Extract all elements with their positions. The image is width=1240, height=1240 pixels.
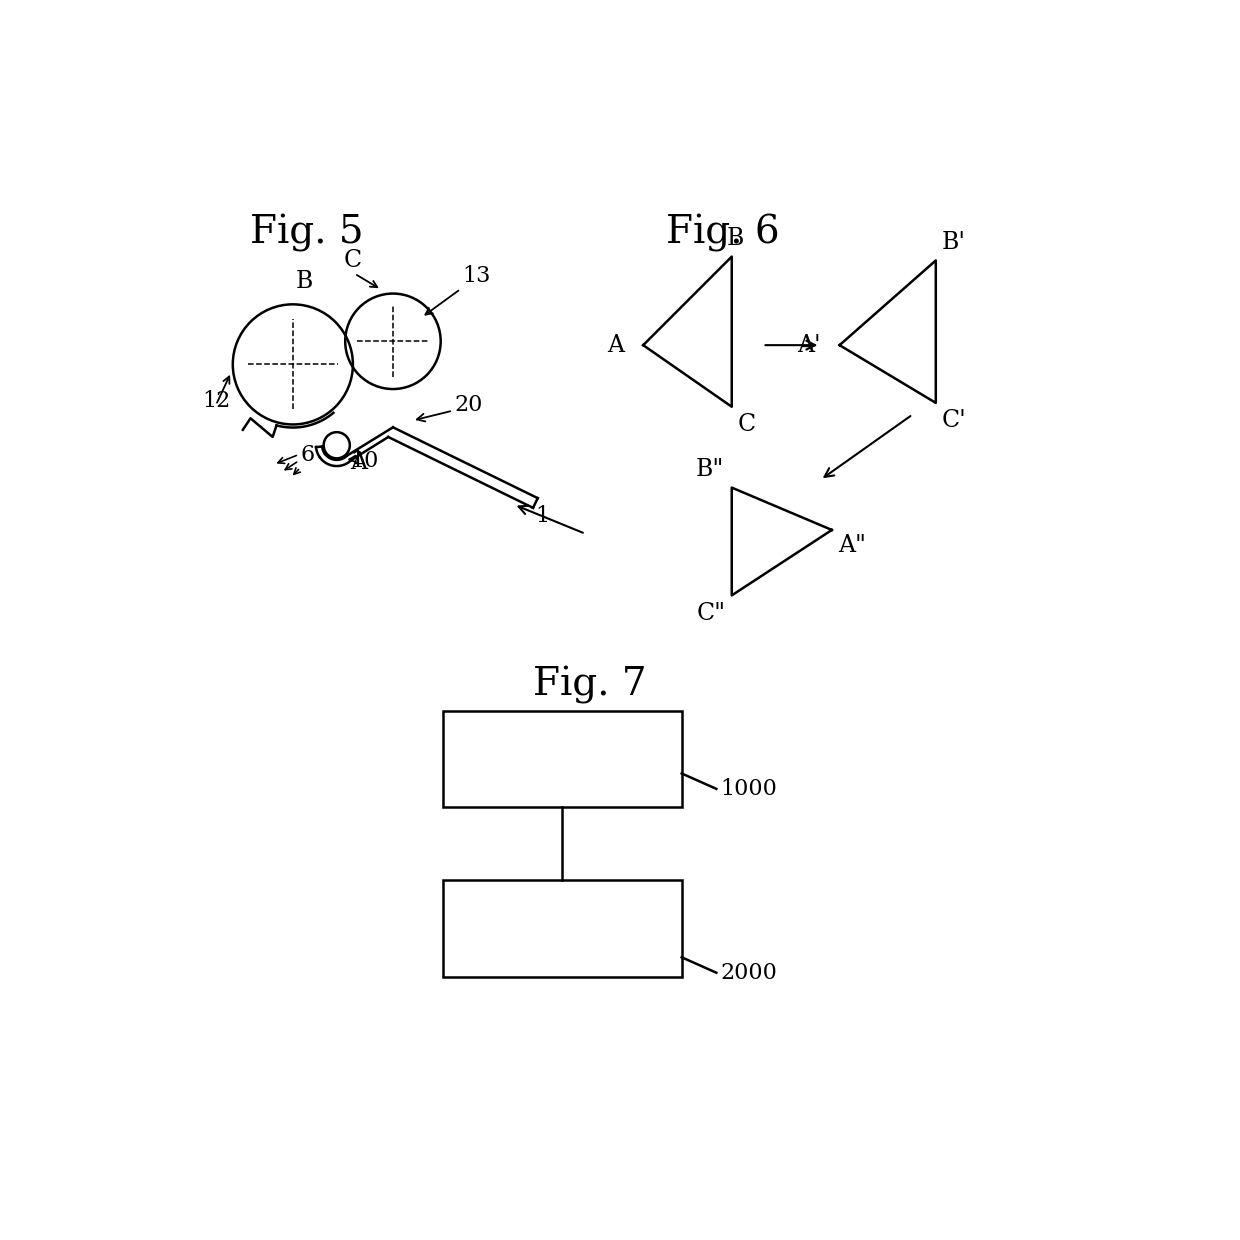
Text: A: A xyxy=(351,451,367,475)
Text: Fig. 5: Fig. 5 xyxy=(250,215,365,252)
Text: 12: 12 xyxy=(203,389,231,412)
Text: B: B xyxy=(727,227,744,250)
Text: Fig. 6: Fig. 6 xyxy=(666,215,780,252)
Text: A': A' xyxy=(796,334,821,357)
Text: 20: 20 xyxy=(455,393,482,415)
Text: B: B xyxy=(295,270,312,293)
Bar xyxy=(443,880,682,977)
Text: 2000: 2000 xyxy=(720,962,777,983)
Text: B': B' xyxy=(942,232,966,254)
Text: 6: 6 xyxy=(300,444,315,466)
Text: C": C" xyxy=(697,601,725,625)
Text: Fig. 7: Fig. 7 xyxy=(533,666,647,704)
Text: B": B" xyxy=(696,459,724,481)
Bar xyxy=(443,711,682,807)
Text: 1: 1 xyxy=(536,505,549,527)
Text: C: C xyxy=(343,249,362,272)
Text: A": A" xyxy=(838,533,866,557)
Text: 10: 10 xyxy=(351,450,379,471)
Text: 13: 13 xyxy=(463,265,491,288)
Text: A: A xyxy=(606,334,624,357)
Text: C': C' xyxy=(942,409,967,432)
Text: 1000: 1000 xyxy=(720,777,777,800)
Text: C: C xyxy=(738,413,756,436)
